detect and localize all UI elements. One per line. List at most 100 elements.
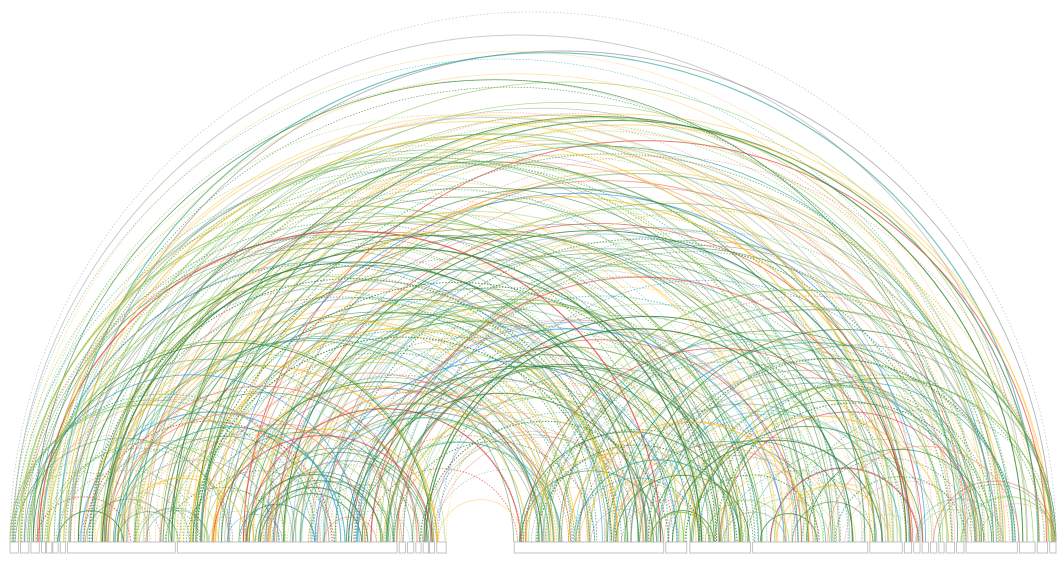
- link-arc: [361, 276, 893, 543]
- segment-10: [407, 541, 415, 554]
- link-arc: [108, 107, 977, 543]
- link-arc: [179, 257, 759, 543]
- link-arc: [24, 374, 360, 543]
- link-arc: [273, 299, 759, 543]
- link-arc: [979, 503, 1057, 543]
- link-arc: [393, 441, 595, 543]
- link-arc: [195, 352, 575, 543]
- link-arc: [537, 289, 1054, 543]
- segment-7: [67, 541, 176, 554]
- link-arc: [212, 435, 433, 543]
- segment-15: [513, 541, 665, 554]
- link-arc: [191, 113, 1049, 543]
- link-arc: [537, 406, 808, 543]
- link-arc: [159, 228, 787, 543]
- link-arc: [68, 180, 793, 543]
- link-arc: [432, 411, 701, 543]
- link-arc: [307, 484, 423, 543]
- link-arc: [314, 360, 678, 543]
- link-arc: [77, 133, 895, 543]
- link-arc: [125, 332, 545, 543]
- link-arc: [324, 406, 595, 543]
- link-arc: [23, 248, 612, 543]
- link-arc: [46, 157, 816, 543]
- link-arc: [162, 268, 720, 543]
- link-arc: [164, 486, 280, 543]
- link-arc: [177, 237, 787, 543]
- link-arc: [228, 374, 571, 543]
- link-arc: [742, 498, 830, 543]
- link-arc: [604, 339, 1010, 543]
- link-arc: [133, 114, 989, 543]
- link-arc: [827, 445, 1020, 543]
- link-arc: [227, 192, 927, 543]
- link-arc: [47, 441, 255, 543]
- link-arc: [916, 509, 986, 543]
- link-arc: [18, 51, 1001, 543]
- link-arc: [155, 143, 953, 543]
- link-arc: [171, 143, 969, 543]
- link-arc: [613, 342, 1014, 543]
- link-arc: [25, 397, 316, 543]
- link-arc: [137, 303, 615, 543]
- link-arc: [365, 468, 519, 543]
- link-arc: [192, 336, 613, 543]
- link-arc: [659, 344, 1056, 543]
- link-arc: [542, 339, 949, 543]
- segment-29: [1036, 541, 1049, 554]
- link-arc: [370, 346, 762, 543]
- link-arc: [11, 399, 297, 543]
- link-arc: [644, 413, 902, 543]
- link-arc: [259, 307, 730, 543]
- link-arc: [283, 302, 763, 543]
- link-arc: [671, 439, 883, 543]
- link-arc: [20, 211, 681, 543]
- link-arc: [59, 353, 446, 543]
- link-arc: [54, 151, 835, 543]
- link-arc: [294, 208, 963, 543]
- link-arc: [805, 448, 993, 543]
- link-arc: [838, 513, 896, 543]
- link-arc: [189, 327, 619, 543]
- link-arc: [55, 469, 201, 543]
- link-arc: [31, 234, 647, 543]
- link-arc: [311, 324, 746, 543]
- link-arc: [63, 138, 871, 543]
- link-arc: [860, 514, 917, 543]
- link-arc: [20, 236, 632, 543]
- link-arc: [521, 429, 754, 543]
- segment-25: [945, 541, 955, 554]
- link-arc: [340, 319, 787, 543]
- link-arc: [299, 253, 889, 543]
- link-arc: [166, 428, 401, 543]
- link-arc: [801, 457, 976, 543]
- link-arc: [58, 52, 1039, 543]
- link-arc: [89, 296, 591, 543]
- segment-11: [415, 541, 422, 554]
- segment-19: [869, 541, 903, 554]
- link-arc: [195, 153, 973, 543]
- link-arc: [37, 156, 808, 543]
- link-arc: [105, 385, 418, 543]
- link-arc: [396, 339, 803, 543]
- link-arc: [239, 504, 316, 543]
- link-arc: [65, 162, 824, 543]
- link-arc: [630, 329, 1057, 543]
- segment-18: [752, 541, 869, 554]
- link-arc: [430, 469, 582, 543]
- segment-track: [9, 541, 1057, 554]
- link-arc: [11, 58, 993, 543]
- link-arc: [690, 426, 923, 543]
- link-arc: [346, 365, 699, 543]
- link-arc: [650, 440, 854, 543]
- link-arc: [176, 130, 1013, 543]
- link-arc: [180, 357, 549, 543]
- link-arc: [57, 116, 921, 543]
- link-arc: [224, 377, 554, 543]
- link-arc: [44, 447, 234, 543]
- link-arc: [134, 235, 749, 543]
- link-arc: [521, 444, 718, 543]
- link-arc: [248, 408, 523, 543]
- link-arc: [268, 402, 556, 543]
